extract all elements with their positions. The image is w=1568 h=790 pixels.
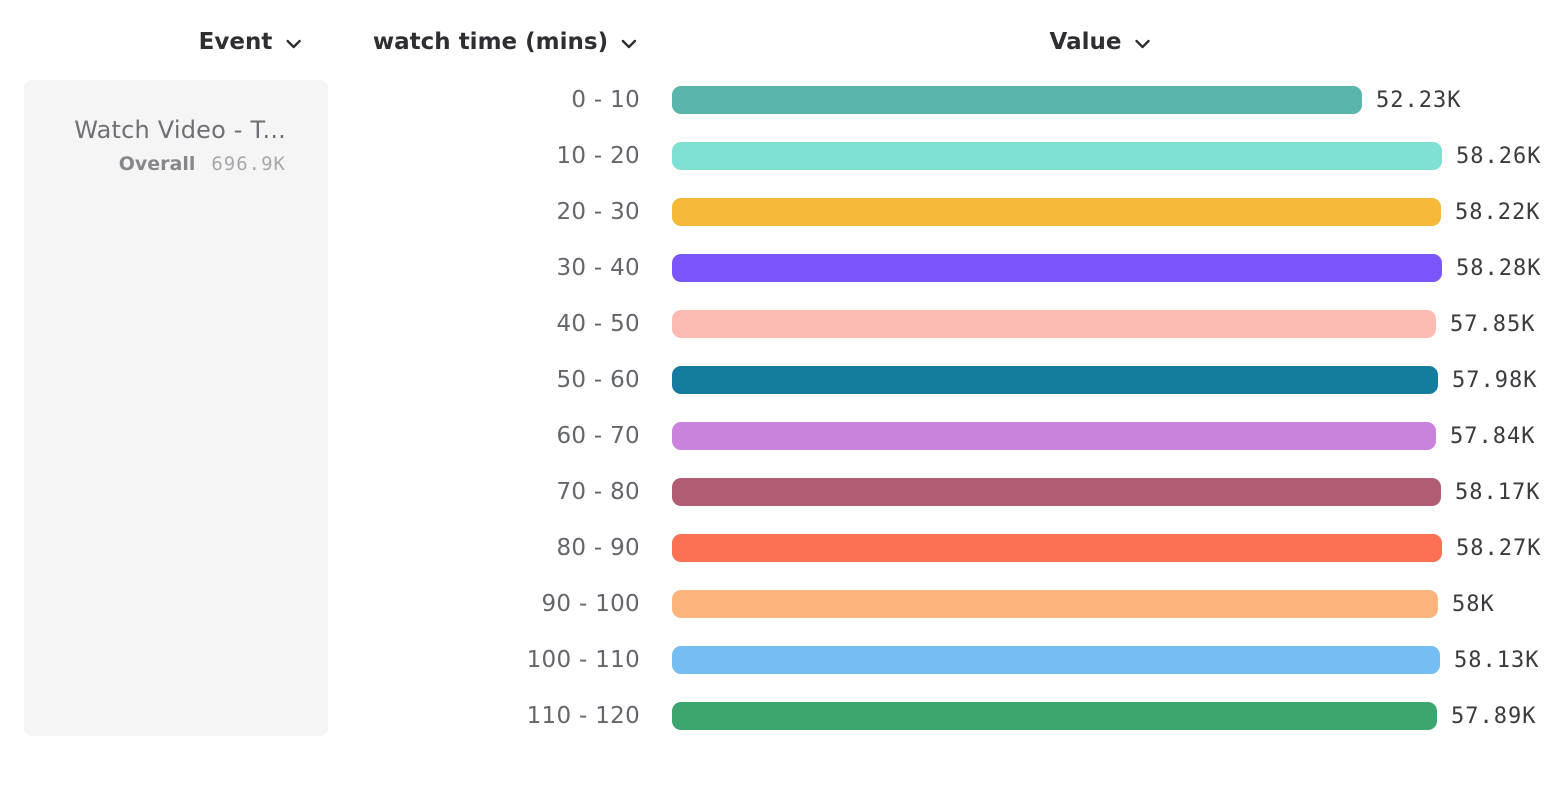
bar[interactable]: [672, 366, 1438, 394]
bucket-label: 100 - 110: [526, 647, 640, 673]
column-header-breakdown-label: watch time (mins): [372, 29, 609, 55]
bar[interactable]: [672, 702, 1437, 730]
bar-row: 60 - 70 57.84K: [0, 408, 1568, 464]
overall-label: Overall: [118, 153, 196, 175]
bar[interactable]: [672, 590, 1438, 618]
bar[interactable]: [672, 86, 1362, 114]
column-header-value[interactable]: Value: [1050, 29, 1151, 55]
overall-value: 696.9K: [211, 153, 286, 175]
bar-value-label: 58K: [1452, 591, 1495, 617]
bar[interactable]: [672, 198, 1441, 226]
bar[interactable]: [672, 534, 1442, 562]
bar[interactable]: [672, 646, 1440, 674]
bar-row: 80 - 90 58.27K: [0, 520, 1568, 576]
bar-value-label: 57.89K: [1451, 703, 1537, 729]
bar-value-label: 57.84K: [1450, 423, 1536, 449]
bar[interactable]: [672, 142, 1442, 170]
bar-value-label: 57.98K: [1452, 367, 1538, 393]
column-header-value-label: Value: [1049, 29, 1122, 55]
chevron-down-icon: [621, 36, 637, 49]
chevron-down-icon: [1134, 36, 1150, 49]
bar-row: 30 - 40 58.28K: [0, 240, 1568, 296]
chevron-down-icon: [285, 36, 301, 49]
bar-row: 0 - 10 52.23K: [0, 72, 1568, 128]
bar-row: 90 - 100 58K: [0, 576, 1568, 632]
bar[interactable]: [672, 254, 1442, 282]
bar-value-label: 58.27K: [1456, 535, 1542, 561]
bar-value-label: 58.22K: [1455, 199, 1541, 225]
event-card[interactable]: Watch Video - T... Overall 696.9K: [24, 80, 328, 736]
bar-value-label: 58.13K: [1454, 647, 1540, 673]
bucket-label: 60 - 70: [556, 423, 640, 449]
bar[interactable]: [672, 478, 1441, 506]
column-header-breakdown[interactable]: watch time (mins): [373, 29, 637, 55]
bar-row: 110 - 120 57.89K: [0, 688, 1568, 744]
bucket-label: 80 - 90: [556, 535, 640, 561]
bucket-label: 110 - 120: [526, 703, 640, 729]
bar-row: 40 - 50 57.85K: [0, 296, 1568, 352]
bucket-label: 0 - 10: [571, 87, 640, 113]
overall-row: Overall 696.9K: [24, 153, 286, 175]
bar-row: 10 - 20 58.26K: [0, 128, 1568, 184]
column-header-event[interactable]: Event: [199, 29, 302, 55]
event-title: Watch Video - T...: [74, 116, 286, 144]
bar-value-label: 58.28K: [1456, 255, 1542, 281]
bucket-label: 90 - 100: [541, 591, 640, 617]
bar-row: 20 - 30 58.22K: [0, 184, 1568, 240]
bar-value-label: 52.23K: [1376, 87, 1462, 113]
column-header-event-label: Event: [198, 29, 273, 55]
bucket-label: 40 - 50: [556, 311, 640, 337]
bar-row: 70 - 80 58.17K: [0, 464, 1568, 520]
bar-value-label: 57.85K: [1450, 311, 1536, 337]
bar-row: 100 - 110 58.13K: [0, 632, 1568, 688]
bar[interactable]: [672, 422, 1436, 450]
bucket-label: 20 - 30: [556, 199, 640, 225]
bucket-label: 50 - 60: [556, 367, 640, 393]
bucket-label: 70 - 80: [556, 479, 640, 505]
bar-value-label: 58.17K: [1455, 479, 1541, 505]
bar-value-label: 58.26K: [1456, 143, 1542, 169]
bar-rows: 0 - 10 52.23K 10 - 20 58.26K 20 - 30 58.22K 30…: [0, 72, 1568, 744]
bucket-label: 10 - 20: [556, 143, 640, 169]
bar[interactable]: [672, 310, 1436, 338]
bucket-label: 30 - 40: [556, 255, 640, 281]
bar-row: 50 - 60 57.98K: [0, 352, 1568, 408]
